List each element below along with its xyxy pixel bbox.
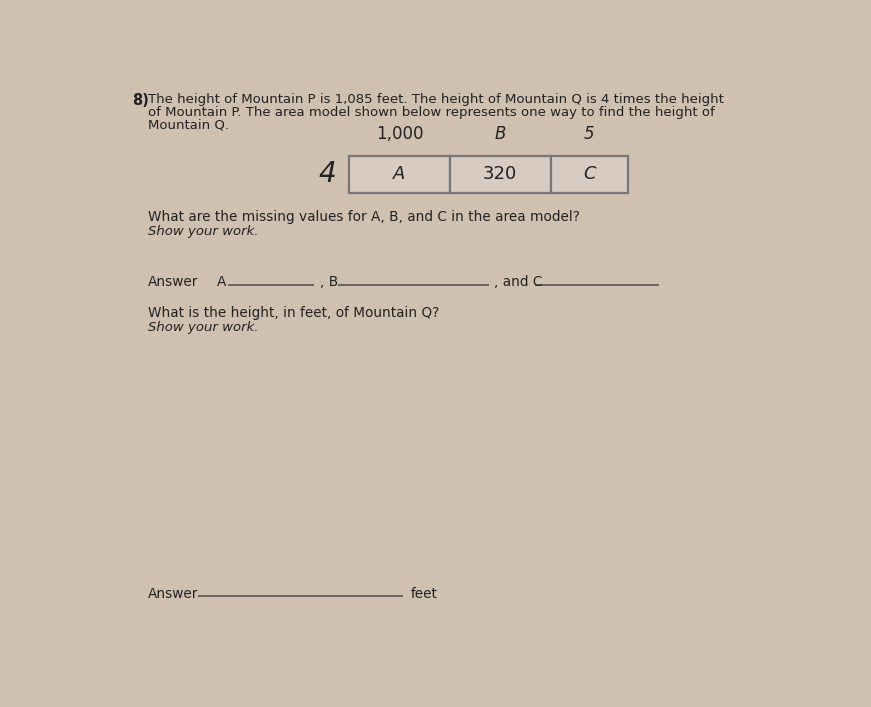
Text: A: A (394, 165, 406, 183)
Text: 8): 8) (132, 93, 149, 107)
Text: , and C: , and C (494, 275, 543, 289)
Text: B: B (495, 125, 506, 143)
Text: 5: 5 (584, 125, 595, 143)
Bar (450, 156, 550, 192)
Text: Show your work.: Show your work. (147, 321, 258, 334)
Text: 4: 4 (319, 160, 336, 188)
Text: 1,000: 1,000 (375, 125, 423, 143)
Text: C: C (583, 165, 596, 183)
Text: feet: feet (411, 587, 438, 601)
Text: The height of Mountain P is 1,085 feet. The height of Mountain Q is 4 times the : The height of Mountain P is 1,085 feet. … (147, 93, 724, 105)
Bar (550, 156, 628, 192)
Text: 320: 320 (483, 165, 517, 183)
Text: What are the missing values for A, B, and C in the area model?: What are the missing values for A, B, an… (147, 209, 579, 223)
Text: Show your work.: Show your work. (147, 225, 258, 238)
Text: , B: , B (320, 275, 338, 289)
Text: A: A (218, 275, 226, 289)
Text: Answer: Answer (147, 587, 198, 601)
Text: Mountain Q.: Mountain Q. (147, 119, 228, 132)
Bar (349, 156, 450, 192)
Text: of Mountain P. The area model shown below represents one way to find the height : of Mountain P. The area model shown belo… (147, 105, 714, 119)
Text: What is the height, in feet, of Mountain Q?: What is the height, in feet, of Mountain… (147, 306, 439, 320)
Text: Answer: Answer (147, 275, 198, 289)
